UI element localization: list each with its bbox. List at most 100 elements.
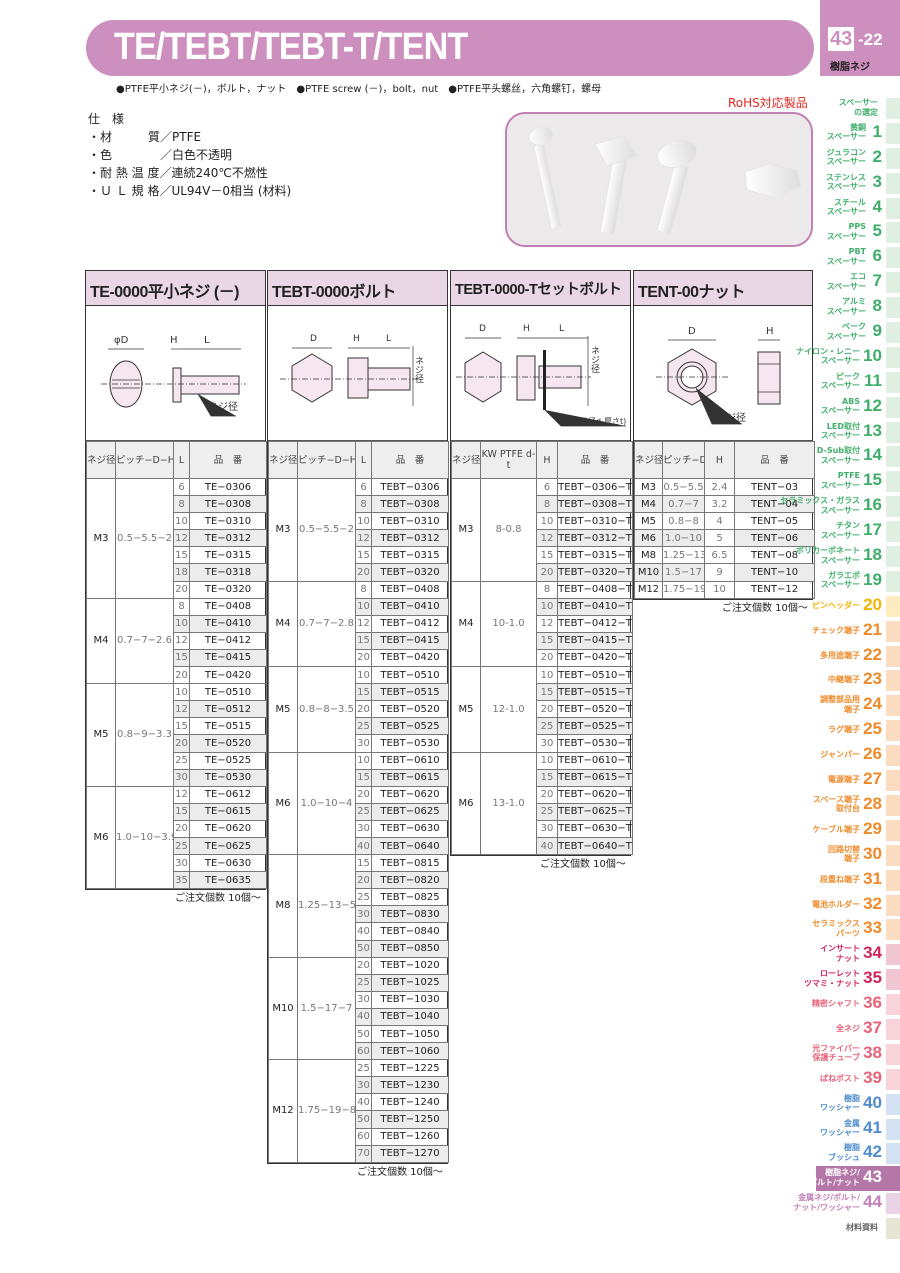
diagram-hex-bolt: D H L ネジ径	[268, 306, 447, 441]
sidebar-item[interactable]: 電池ホルダー 32	[812, 893, 900, 918]
sidebar-item[interactable]: ナイロン・レニー スペーサー 10	[796, 345, 900, 370]
table-row: 15 TE−0415	[87, 648, 267, 668]
sidebar-item[interactable]: ばねポスト 39	[816, 1067, 900, 1092]
sidebar-color-tab	[886, 396, 900, 418]
sidebar-color-tab	[886, 645, 900, 667]
sidebar-item[interactable]: 樹脂ネジ/ ボルト/ナット 43	[809, 1166, 900, 1192]
sidebar-item[interactable]: 全ネジ 37	[816, 1017, 900, 1042]
sidebar-item[interactable]: 電源端子 27	[816, 768, 900, 793]
sidebar-item[interactable]: 樹脂 ワッシャー 40	[816, 1092, 900, 1117]
sidebar-item[interactable]: スペーサー の選定	[816, 96, 900, 121]
sidebar-item[interactable]: チタン スペーサー 17	[816, 519, 900, 544]
part-number: TEBT−0620	[371, 785, 449, 804]
dim-label: ネジ径	[589, 346, 600, 373]
header-row: ネジ径 ピッチ−D−H L 品 番	[86, 441, 267, 479]
table-row: 60 TEBT−1060	[269, 1042, 449, 1061]
page-number: 43	[828, 27, 855, 51]
dim-label: L	[386, 334, 391, 344]
sidebar-item[interactable]: D-Sub取付 スペーサー 14	[816, 444, 900, 469]
sidebar-item[interactable]: セラミックス・ガラス スペーサー 16	[780, 494, 900, 519]
table-row: M5 0.8−8−3.5 10 TEBT−0510	[268, 666, 449, 753]
size-cell: M4	[451, 580, 481, 668]
length-cell: 20	[355, 785, 372, 804]
table-row: M4 10-1.0 8 TEBT−0408−T	[451, 580, 633, 668]
length-cell: 20	[355, 871, 372, 890]
sidebar-item-label: PPS スペーサー	[826, 222, 866, 241]
sidebar-color-tab	[886, 844, 900, 866]
sidebar-item[interactable]: 段重ね端子 31	[816, 868, 900, 893]
sidebar-item[interactable]: 光ファイバー 保護チューブ 38	[812, 1042, 900, 1067]
sidebar-item[interactable]: 金属 ワッシャー 41	[816, 1117, 900, 1142]
sidebar-item[interactable]: 調整部品用 端子 24	[816, 693, 900, 718]
sidebar-item[interactable]: ラグ端子 25	[816, 718, 900, 743]
sidebar-item-number: 8	[872, 296, 882, 316]
part-number: TE−0520	[189, 734, 267, 753]
part-number: TEBT−0408−T	[557, 580, 633, 599]
sidebar-item[interactable]: ポリカーボネート スペーサー 18	[796, 544, 900, 569]
sidebar-item[interactable]: LED取付 スペーサー 13	[816, 420, 900, 445]
sidebar-item[interactable]: チェック端子 21	[812, 619, 900, 644]
sidebar-item-label: スペーサー の選定	[838, 98, 878, 117]
sidebar-item[interactable]: 材料資料	[816, 1216, 900, 1241]
sidebar-color-tab	[886, 894, 900, 916]
length-cell: 20	[355, 563, 372, 582]
product-photo	[505, 112, 813, 247]
sidebar-item[interactable]: 樹脂 ブッシュ 42	[816, 1141, 900, 1166]
table-row: 12 TE−0312	[87, 529, 267, 548]
sidebar-item[interactable]: ガラエポ スペーサー 19	[816, 569, 900, 594]
part-number: TEBT−0412−T	[557, 614, 633, 633]
part-number: TEBT−1240	[371, 1093, 449, 1112]
table-row: 25 TE−0625	[87, 836, 267, 856]
sidebar-item-label: ラグ端子	[828, 725, 860, 735]
sidebar-item[interactable]: ステンレス スペーサー 3	[816, 171, 900, 196]
length-cell: 10	[173, 683, 190, 702]
sidebar-item[interactable]: インサート ナット 34	[816, 942, 900, 967]
sidebar-item[interactable]: PTFE スペーサー 15	[816, 469, 900, 494]
sidebar-item[interactable]: ケーブル端子 29	[812, 818, 900, 843]
sidebar-item[interactable]: ローレット ツマミ・ナット 35	[804, 967, 900, 992]
part-number: TE−0515	[189, 717, 267, 736]
sidebar-item[interactable]: PPS スペーサー 5	[816, 220, 900, 245]
sidebar-item[interactable]: 黄銅 スペーサー 1	[816, 121, 900, 146]
sidebar-item[interactable]: アルミ スペーサー 8	[816, 295, 900, 320]
part-number: TEBT−0830	[371, 905, 449, 924]
sidebar-item[interactable]: 多用途端子 22	[816, 644, 900, 669]
sidebar-item-label: ピーク スペーサー	[820, 371, 860, 391]
sidebar-item[interactable]: ジュラコン スペーサー 2	[816, 146, 900, 171]
length-cell: 10	[173, 614, 190, 633]
sidebar-item[interactable]: PBT スペーサー 6	[816, 245, 900, 270]
part-number: TE−0312	[189, 529, 267, 548]
sidebar-item[interactable]: セラミックス パーツ 33	[812, 917, 900, 942]
length-cell: 15	[536, 546, 558, 565]
pitch-cell: 0.8−8	[662, 512, 705, 531]
length-cell: 30	[355, 1076, 372, 1095]
size-cell: M6	[268, 751, 298, 856]
part-number: TENT−10	[734, 563, 815, 582]
part-number: TEBT−0825	[371, 888, 449, 907]
sidebar-item[interactable]: エコ スペーサー 7	[816, 270, 900, 295]
sidebar-item-label: ジュラコン スペーサー	[826, 147, 866, 167]
sidebar-item[interactable]: 中継端子 23	[816, 668, 900, 693]
sidebar-item-number: 14	[863, 445, 882, 465]
length-cell: 60	[355, 1042, 372, 1061]
sidebar-item[interactable]: ベーク スペーサー 9	[816, 320, 900, 345]
sidebar-item[interactable]: 回路切替 端子 30	[816, 843, 900, 868]
sidebar-item[interactable]: ジャンパー 26	[816, 743, 900, 768]
sidebar-item-number: 17	[863, 520, 882, 540]
sidebar-item[interactable]: ピーク スペーサー 11	[816, 370, 900, 395]
dim-label: H	[766, 326, 774, 337]
table-row: M5 0.8−9−3.3 10 TE−0510	[86, 683, 267, 787]
size-cell: M4	[86, 597, 116, 685]
part-number: TEBT−1050	[371, 1024, 449, 1044]
length-cell: 12	[173, 631, 190, 650]
sidebar-item[interactable]: 金属ネジ/ボルト/ ナット/ワッシャー 44	[793, 1191, 900, 1216]
table-row: 20 TEBT−0420	[269, 648, 449, 668]
sidebar-item[interactable]: ピンヘッダー 20	[812, 594, 900, 619]
sidebar-item[interactable]: ABS スペーサー 12	[816, 395, 900, 420]
sidebar-item-label: 金属 ワッシャー	[820, 1118, 860, 1138]
size-cell: M5	[268, 666, 298, 753]
length-cell: 25	[536, 717, 558, 736]
sidebar-item[interactable]: スペース端子 取付台 28	[813, 793, 900, 818]
sidebar-item[interactable]: 精密シャフト 36	[812, 992, 900, 1017]
sidebar-item[interactable]: スチール スペーサー 4	[816, 196, 900, 221]
